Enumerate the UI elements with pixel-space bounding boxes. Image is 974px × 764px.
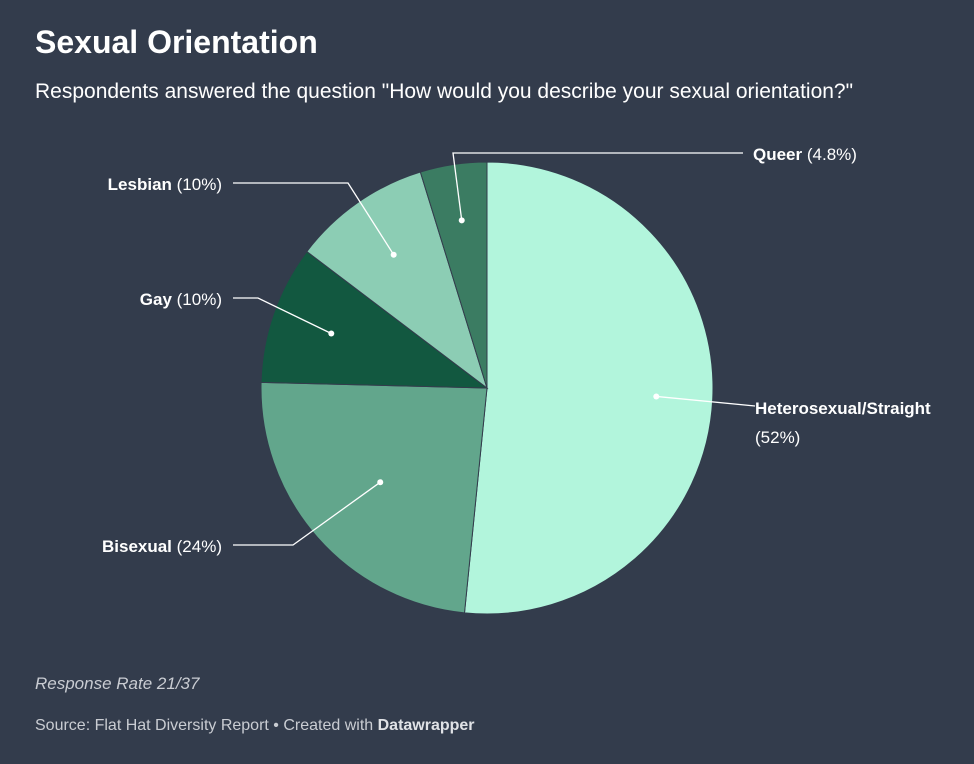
- slice-label: Gay (10%): [140, 290, 222, 309]
- slice-label-value: (52%): [755, 428, 800, 447]
- source-footer: Source: Flat Hat Diversity Report • Crea…: [35, 717, 475, 735]
- pie-slice-heterosexual-straight[interactable]: [463, 161, 714, 615]
- pie-slices: [260, 161, 714, 615]
- leader-dot: [653, 393, 660, 400]
- leader-dot: [390, 251, 397, 258]
- slice-label-value: (4.8%): [802, 145, 857, 164]
- pie-slice-bisexual[interactable]: [260, 381, 488, 614]
- leader-dot: [377, 479, 384, 486]
- chart-subtitle: Respondents answered the question "How w…: [35, 80, 854, 103]
- leader-line: [452, 152, 743, 221]
- leader-line: [233, 182, 395, 256]
- slice-label: Lesbian (10%): [108, 175, 222, 194]
- source-text: Source: Flat Hat Diversity Report • Crea…: [35, 717, 378, 734]
- response-rate-note: Response Rate 21/37: [35, 674, 200, 693]
- slice-label-name: Queer: [753, 145, 803, 164]
- slice-label-name: Heterosexual/Straight: [755, 399, 931, 418]
- slice-label-value: (10%): [172, 290, 222, 309]
- slice-label-name: Lesbian: [108, 175, 172, 194]
- leader-line: [656, 395, 756, 407]
- leader-line: [233, 481, 381, 546]
- chart-title: Sexual Orientation: [35, 24, 318, 60]
- datawrapper-link[interactable]: Datawrapper: [377, 717, 475, 734]
- slice-label-name: Bisexual: [102, 537, 172, 556]
- slice-label: Bisexual (24%): [102, 537, 222, 556]
- pie-slice-lesbian[interactable]: [306, 171, 488, 390]
- leader-dot: [328, 330, 335, 337]
- pie-slice-queer[interactable]: [419, 161, 488, 389]
- slice-label-value: (10%): [172, 175, 222, 194]
- slice-label-value: (24%): [172, 537, 222, 556]
- slice-label: Queer (4.8%): [753, 145, 857, 164]
- leader-line: [233, 297, 332, 335]
- leader-dot: [458, 217, 465, 224]
- slice-label: Heterosexual/Straight (52%): [755, 399, 931, 447]
- slice-labels: Heterosexual/Straight (52%) Bisexual (24%)…: [102, 145, 931, 556]
- pie-slice-gay[interactable]: [260, 250, 489, 389]
- slice-label-name: Gay: [140, 290, 173, 309]
